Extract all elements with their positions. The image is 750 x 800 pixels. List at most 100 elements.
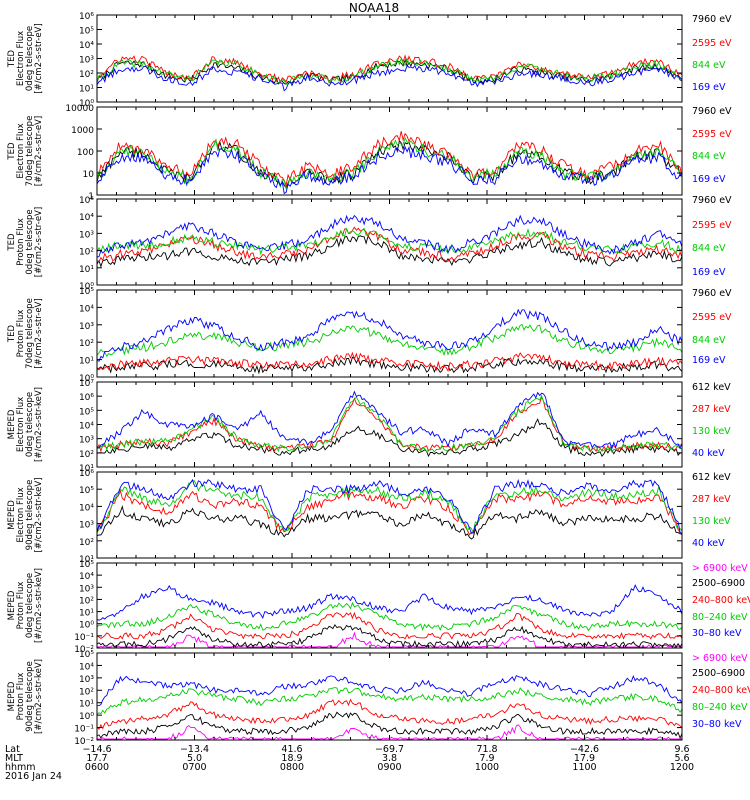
legend-entry: 80–240 keV <box>692 702 748 713</box>
y-tick-label: 10³ <box>79 56 94 66</box>
panel-7: 10⁻² 10⁻¹ 10⁰ 10¹ 10² 10³ 10⁴ 10⁵ MEPED Proton Fl… <box>7 560 750 655</box>
y-tick-label: 10⁶ <box>79 469 94 479</box>
legend-entry: > 6900 keV <box>692 653 748 664</box>
series-line-8-3 <box>96 698 683 730</box>
y-tick-label: 10⁴ <box>79 422 94 432</box>
y-tick-label: 10² <box>79 538 94 548</box>
y-axis-label: TED <box>7 324 17 343</box>
series-line-3-4 <box>96 214 683 258</box>
legend-entry: 240–800 keV <box>692 595 750 606</box>
panel-1: 10⁰ 10¹ 10² 10³ 10⁴ 10⁵ 10⁶ TED Electron Flux 0de… <box>7 12 732 109</box>
legend-entry: 844 eV <box>692 151 726 162</box>
y-axis-label: [#/cm2-s-str-eV] <box>34 116 44 186</box>
y-axis-label: 0deg telescope <box>25 26 35 91</box>
y-axis-label: 0deg telescope <box>25 392 35 457</box>
series-line-1-3 <box>96 56 683 86</box>
legend-entry: 612 keV <box>692 382 731 393</box>
panel-frame <box>96 652 683 741</box>
y-tick-label: 10¹ <box>79 555 94 565</box>
y-tick-label: 10⁴ <box>79 572 94 582</box>
y-tick-label: 10³ <box>79 230 94 240</box>
y-tick-label: 10¹ <box>79 85 94 95</box>
legend-entry: 80–240 keV <box>692 612 748 623</box>
x-tick-label-lat: 9.6 <box>674 744 689 755</box>
y-axis-label: MEPED <box>7 590 17 620</box>
x-tick-label-mlt: 17.7 <box>86 753 107 764</box>
legend-entry: 287 keV <box>692 494 731 505</box>
y-tick-label: 10¹ <box>79 464 94 474</box>
x-tick-label-mlt: 5.6 <box>674 753 689 764</box>
legend-entry: 2500–6900 <box>692 578 745 589</box>
y-tick-label: 10² <box>79 339 94 349</box>
legend-entry: 2595 eV <box>692 220 732 231</box>
x-tick-label-lat: −14.6 <box>82 744 111 755</box>
y-tick-label: 1 <box>88 192 94 202</box>
y-axis-label: [#/cm2-s-str-keV] <box>34 659 44 734</box>
y-axis-label: [#/cm2-s-str-eV] <box>34 298 44 368</box>
x-tick-label-time: 1000 <box>475 762 499 773</box>
x-tick-label-lat: 71.8 <box>476 744 497 755</box>
y-tick-label: 10⁶ <box>79 393 94 403</box>
y-tick-label: 10⁰ <box>79 621 94 631</box>
y-axis-label: [#/cm2-s-str-keV] <box>34 387 44 462</box>
series-line-5-4 <box>96 390 683 451</box>
x-tick-label-time: 1100 <box>572 762 596 773</box>
x-tick-label-time: 0900 <box>377 762 401 773</box>
legend-entry: 40 keV <box>692 538 725 549</box>
series-line-3-2 <box>96 226 683 263</box>
panel-5: 10¹ 10² 10³ 10⁴ 10⁵ 10⁶ 10⁷ MEPED Electron Flux 0… <box>7 379 731 474</box>
y-tick-label: 10⁵ <box>79 287 94 297</box>
y-tick-label: 10⁴ <box>79 503 94 513</box>
legend-entry: 169 eV <box>692 174 726 185</box>
y-tick-label: 10¹ <box>79 357 94 367</box>
x-tick-label-time: 0600 <box>85 762 109 773</box>
legend-entry: 240–800 keV <box>692 685 750 696</box>
y-tick-label: 10² <box>79 450 94 460</box>
series-line-2-4 <box>96 145 683 195</box>
series-line-1-1 <box>96 58 683 85</box>
y-tick-label: 10⁰ <box>79 712 94 722</box>
y-tick-label: 10⁵ <box>79 650 94 660</box>
y-tick-label: 10⁰ <box>79 99 94 109</box>
series-line-1-2 <box>96 54 683 84</box>
series-line-8-4 <box>96 687 683 715</box>
y-tick-label: 10³ <box>79 521 94 531</box>
legend-entry: 2595 eV <box>692 312 732 323</box>
legend-entry: 40 keV <box>692 448 725 459</box>
series-line-7-5 <box>96 584 683 621</box>
y-axis-label: [#/cm2-s-str-keV] <box>34 478 44 553</box>
legend-entry: 30–80 keV <box>692 719 742 730</box>
legend-entry: 2595 eV <box>692 38 732 49</box>
y-tick-label: 10⁻² <box>74 645 94 655</box>
y-tick-label: 10³ <box>79 436 94 446</box>
x-tick-label-lat: 41.6 <box>281 744 302 755</box>
x-tick-label-mlt: 5.0 <box>187 753 202 764</box>
x-tick-label-time: 0800 <box>280 762 304 773</box>
y-tick-label: 10⁵ <box>79 486 94 496</box>
y-tick-label: 10² <box>79 596 94 606</box>
legend-entry: 169 eV <box>692 82 726 93</box>
y-tick-label: 10³ <box>79 584 94 594</box>
x-row-label: 2016 Jan 24 <box>5 771 62 782</box>
series-line-3-1 <box>96 235 683 268</box>
y-tick-label: 10¹ <box>79 609 94 619</box>
y-tick-label: 10⁷ <box>79 379 94 389</box>
y-tick-label: 10⁵ <box>79 27 94 37</box>
y-tick-label: 10000 <box>65 104 94 114</box>
y-axis-label: Proton Flux <box>16 310 26 358</box>
y-axis-label: Electron Flux <box>16 31 26 86</box>
y-tick-label: 10⁴ <box>79 213 94 223</box>
panel-8: 10⁻² 10⁻¹ 10⁰ 10¹ 10² 10³ 10⁴ 10⁵ MEPED Proton Fl… <box>7 650 750 747</box>
panel-4: 10⁰ 10¹ 10² 10³ 10⁴ 10⁵ TED Proton Flux 70deg te… <box>7 287 732 384</box>
y-tick-label: 10² <box>79 70 94 80</box>
panel-3: 10⁰ 10¹ 10² 10³ 10⁴ 10⁵ TED Proton Flux 0deg tel… <box>7 195 732 292</box>
y-tick-label: 10⁴ <box>79 41 94 51</box>
x-tick-label-lat: −13.4 <box>180 744 209 755</box>
y-tick-label: 10⁻² <box>74 737 94 747</box>
y-axis-label: MEPED <box>7 409 17 439</box>
x-tick-label-lat: −69.7 <box>375 744 404 755</box>
series-line-4-3 <box>96 323 683 358</box>
y-axis-label: Electron Flux <box>16 397 26 452</box>
